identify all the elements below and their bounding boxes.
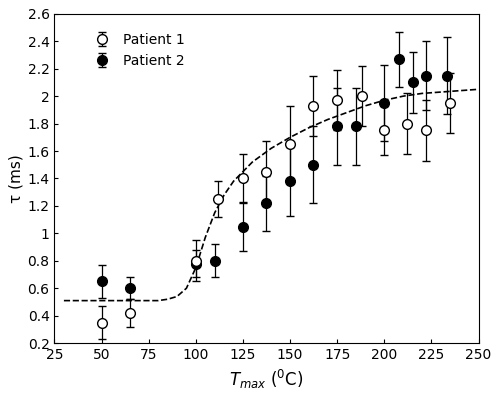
Y-axis label: τ (ms): τ (ms) — [8, 154, 24, 203]
Legend: Patient 1, Patient 2: Patient 1, Patient 2 — [82, 28, 190, 73]
X-axis label: $T_{max}$ ($^0$C): $T_{max}$ ($^0$C) — [229, 367, 304, 391]
